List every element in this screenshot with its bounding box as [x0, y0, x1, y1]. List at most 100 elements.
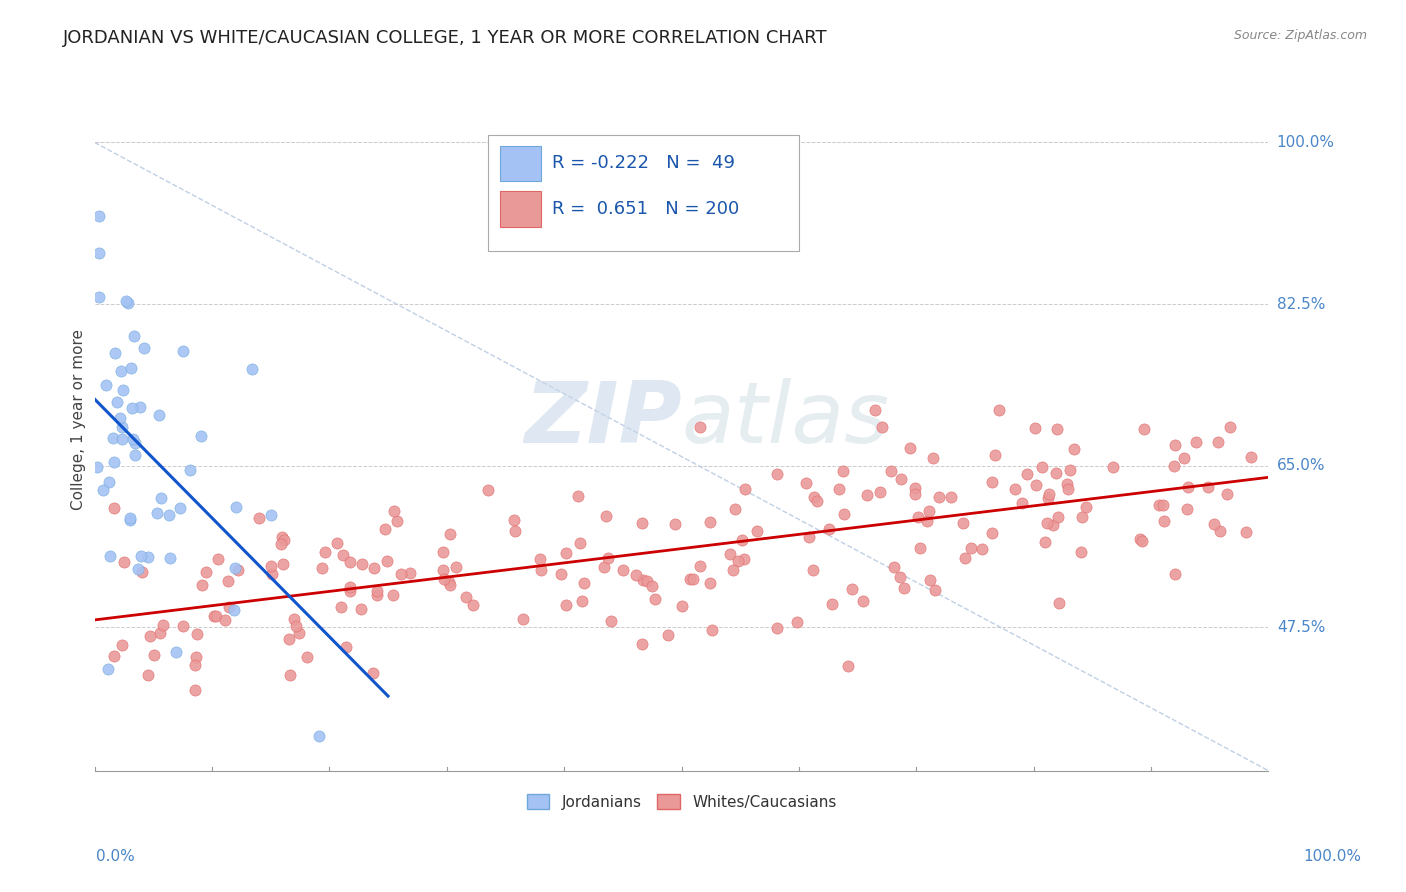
Point [915, 514, 938, 528]
Point [907, 509, 929, 524]
Point [332, 548, 354, 562]
Point [730, 533, 752, 548]
Point [1046, 422, 1069, 436]
Point [1206, 435, 1229, 450]
Point [721, 563, 744, 577]
Point [904, 482, 927, 496]
Point [801, 563, 824, 577]
Point [366, 588, 388, 602]
Point [184, 649, 207, 664]
Point [821, 598, 844, 612]
Point [152, 617, 174, 632]
Point [869, 485, 891, 500]
Point [1025, 477, 1047, 491]
Point [139, 629, 162, 643]
Point [87, 290, 110, 304]
Point [529, 552, 551, 566]
Point [111, 419, 134, 434]
Point [572, 575, 595, 590]
Point [883, 560, 905, 574]
Point [222, 603, 245, 617]
Point [1017, 467, 1039, 481]
Point [339, 580, 361, 594]
Point [1011, 496, 1033, 510]
Point [225, 500, 247, 514]
Point [191, 578, 214, 592]
Point [863, 403, 886, 417]
Text: 47.5%: 47.5% [1277, 620, 1324, 635]
Point [350, 557, 373, 571]
Text: atlas: atlas [682, 378, 890, 461]
Point [724, 502, 747, 516]
Point [879, 464, 901, 478]
Point [165, 645, 187, 659]
Point [1101, 460, 1123, 475]
Point [555, 546, 578, 560]
Point [928, 490, 950, 504]
Point [1129, 532, 1152, 546]
Point [114, 555, 136, 569]
Point [105, 395, 128, 409]
Point [918, 503, 941, 517]
Point [329, 599, 352, 614]
Point [433, 572, 456, 586]
Point [121, 432, 143, 446]
Point [1240, 450, 1263, 464]
Legend: Jordanians, Whites/Caucasians: Jordanians, Whites/Caucasians [520, 788, 842, 815]
Point [389, 567, 412, 582]
Point [803, 491, 825, 505]
Point [1042, 518, 1064, 533]
Point [350, 602, 373, 616]
Point [437, 575, 460, 590]
Point [1152, 498, 1174, 512]
Point [98, 549, 121, 563]
Point [959, 541, 981, 556]
Point [103, 455, 125, 469]
Point [111, 639, 134, 653]
Text: 100.0%: 100.0% [1303, 849, 1361, 864]
Point [186, 627, 208, 641]
Point [172, 619, 194, 633]
Point [117, 296, 139, 310]
Point [97, 475, 120, 490]
Point [598, 550, 620, 565]
Point [1045, 466, 1067, 480]
Point [214, 613, 236, 627]
Point [941, 490, 963, 504]
Point [339, 555, 361, 569]
Point [148, 408, 170, 422]
Point [631, 574, 654, 588]
Point [110, 364, 132, 378]
Point [308, 730, 330, 744]
Point [980, 526, 1002, 541]
Point [280, 668, 302, 682]
Point [108, 410, 131, 425]
Point [444, 560, 467, 574]
Point [454, 590, 477, 604]
Point [924, 582, 946, 597]
Point [339, 584, 361, 599]
Point [1164, 567, 1187, 582]
Point [217, 574, 239, 588]
Point [89, 210, 111, 224]
Point [190, 429, 212, 443]
Point [284, 619, 307, 633]
Point [831, 465, 853, 479]
Point [224, 561, 246, 575]
Point [207, 552, 229, 566]
Point [1130, 534, 1153, 549]
Point [734, 482, 756, 496]
Point [103, 501, 125, 516]
Point [554, 598, 576, 612]
Point [806, 493, 828, 508]
Point [138, 668, 160, 682]
Point [503, 524, 526, 539]
Point [1219, 420, 1241, 434]
Point [295, 649, 318, 664]
Point [150, 491, 173, 506]
Point [626, 568, 648, 582]
Point [988, 403, 1011, 417]
Point [111, 384, 134, 398]
Point [870, 419, 893, 434]
Point [817, 522, 839, 536]
